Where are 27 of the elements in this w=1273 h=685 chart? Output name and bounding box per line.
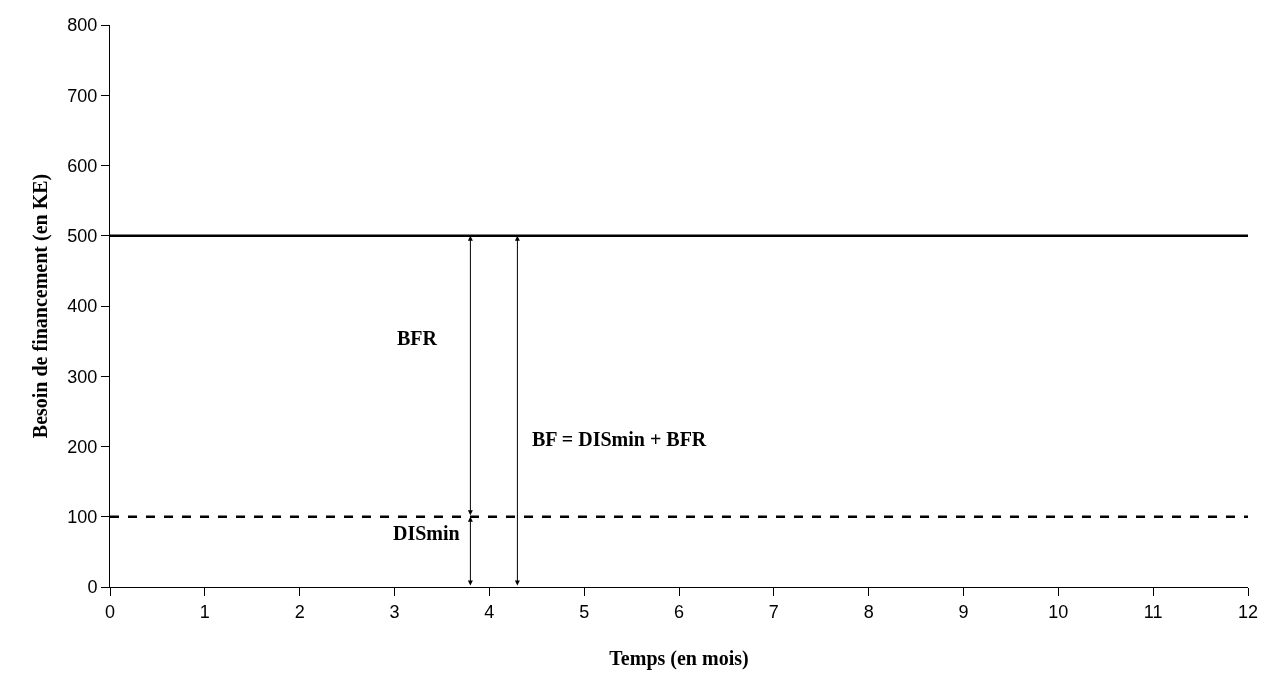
x-tick-label: 7	[768, 601, 779, 622]
y-tick-label: 700	[67, 85, 98, 106]
x-tick-label: 11	[1143, 601, 1163, 622]
y-tick-label: 800	[67, 15, 98, 36]
x-tick-label: 5	[579, 601, 590, 622]
annotation: DISmin	[393, 522, 460, 544]
y-tick-label: 400	[67, 296, 98, 317]
annotation: BFR	[397, 327, 438, 349]
x-tick-label: 8	[863, 601, 874, 622]
x-tick-label: 6	[673, 601, 685, 622]
x-tick-label: 0	[104, 601, 116, 622]
x-tick-label: 4	[484, 601, 495, 622]
annotation: BF = DISmin + BFR	[532, 428, 707, 450]
x-axis-title: Temps (en mois)	[609, 647, 749, 671]
x-tick-label: 12	[1237, 601, 1259, 622]
y-tick-label: 100	[67, 507, 98, 528]
y-tick-label: 500	[67, 226, 98, 247]
y-tick-label: 200	[67, 436, 98, 457]
y-tick-label: 300	[67, 366, 98, 387]
y-tick-label: 600	[67, 155, 98, 176]
y-tick-label: 0	[87, 577, 98, 598]
x-tick-label: 2	[294, 601, 305, 622]
x-tick-label: 1	[199, 601, 210, 622]
x-tick-label: 3	[389, 601, 400, 622]
x-tick-label: 10	[1048, 601, 1069, 622]
y-axis-title: Besoin de financement (en KE)	[28, 173, 52, 439]
x-tick-label: 9	[958, 601, 969, 622]
